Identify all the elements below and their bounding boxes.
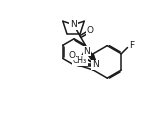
Text: CH₃: CH₃ [73, 56, 87, 65]
Text: F: F [129, 41, 135, 50]
Text: N: N [70, 20, 77, 29]
Text: N: N [83, 47, 90, 56]
Text: O: O [69, 51, 76, 60]
Text: N: N [92, 60, 99, 70]
Text: O: O [87, 26, 94, 35]
